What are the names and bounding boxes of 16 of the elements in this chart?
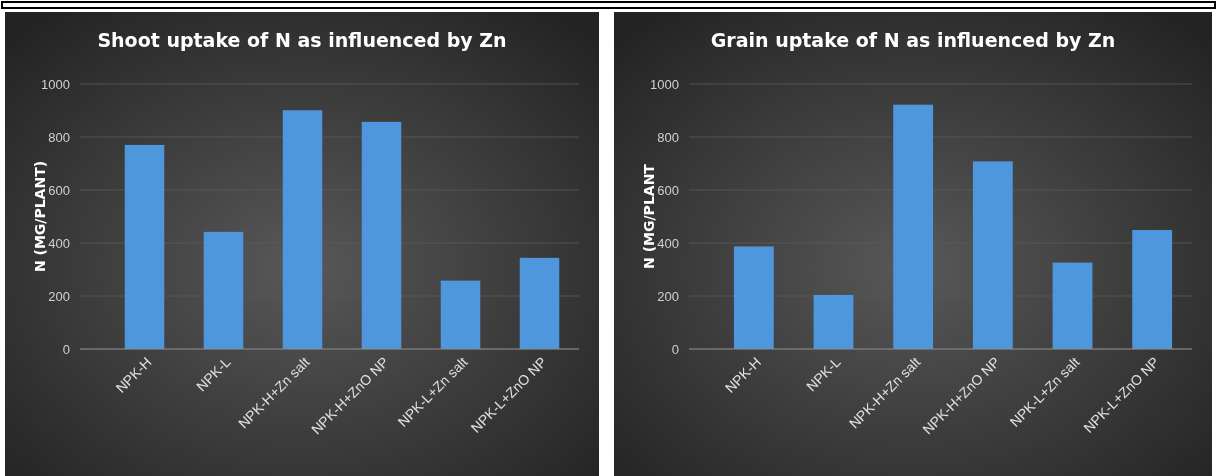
y-tick-label: 200 <box>657 288 679 304</box>
y-tick-label: 0 <box>671 341 679 357</box>
y-tick-label: 200 <box>48 288 70 304</box>
y-axis-title: N (MG/PLANT) <box>32 160 48 273</box>
y-tick-label: 800 <box>48 129 70 145</box>
y-tick-label: 600 <box>48 182 70 198</box>
y-tick-label: 400 <box>48 235 70 251</box>
chart-title: Shoot uptake of N as influenced by Zn <box>97 29 507 51</box>
y-tick-label: 800 <box>657 129 679 145</box>
y-axis-title: N (MG/PLANT <box>641 163 657 269</box>
y-tick-label: 0 <box>62 341 70 357</box>
y-tick-label: 1000 <box>650 76 679 92</box>
chart-title: Grain uptake of N as influenced by Zn <box>710 29 1116 51</box>
y-tick-label: 600 <box>657 182 679 198</box>
y-tick-label: 400 <box>657 235 679 251</box>
y-tick-label: 1000 <box>41 76 70 92</box>
